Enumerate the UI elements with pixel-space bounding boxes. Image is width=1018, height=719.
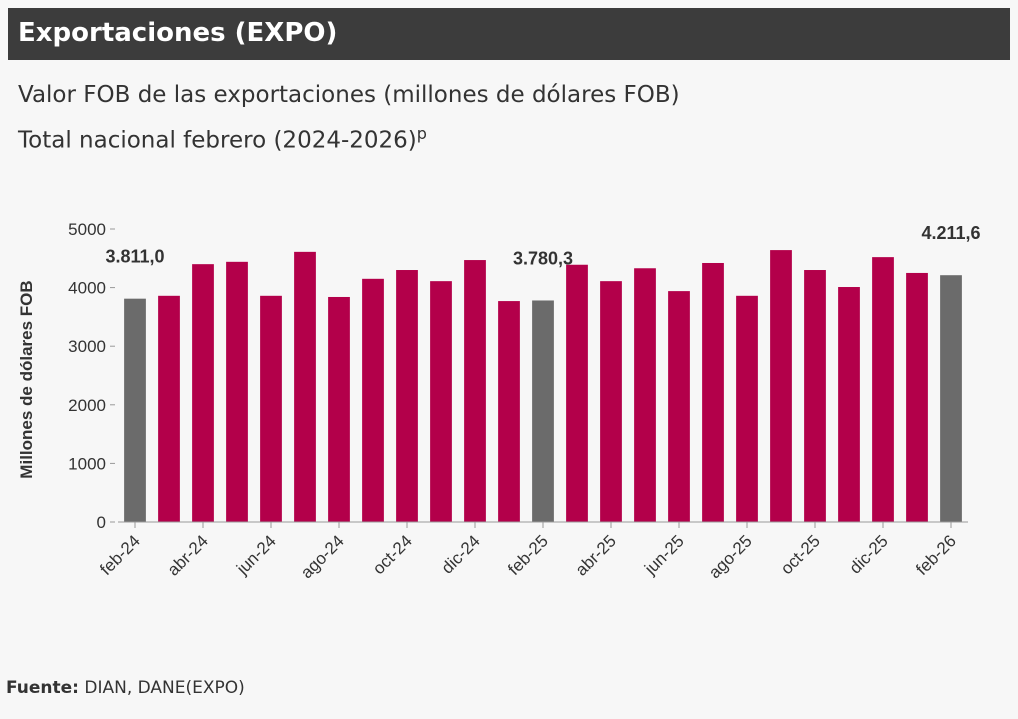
bar	[226, 261, 248, 522]
bar	[430, 281, 452, 522]
subtitle-text: Total nacional febrero (2024-2026)	[18, 127, 417, 154]
bar	[124, 298, 146, 522]
bar	[192, 264, 214, 522]
y-axis-label: Millones de dólares FOB	[17, 280, 36, 478]
header-bar: Exportaciones (EXPO)	[8, 8, 1010, 60]
x-tick-label: oct-25	[777, 531, 824, 578]
footer: Fuente: DIAN, DANE(EXPO)	[6, 678, 245, 698]
bar	[736, 295, 758, 522]
chart-title: Valor FOB de las exportaciones (millones…	[18, 82, 680, 108]
bar	[872, 257, 894, 522]
bar	[328, 296, 350, 522]
x-tick-label: ago-25	[705, 531, 756, 582]
bar	[260, 295, 282, 522]
value-label: 3.780,3	[513, 248, 573, 268]
bar	[770, 250, 792, 522]
y-tick-label: 2000	[68, 396, 106, 415]
chart: Millones de dólares FOB 0 1000 2000 3000 4000…	[17, 220, 981, 582]
y-tick-label: 3000	[68, 337, 106, 356]
x-tick-label: oct-24	[369, 531, 416, 578]
x-tick-label: feb-26	[912, 531, 960, 579]
subtitle-superscript: p	[416, 124, 427, 143]
bar	[702, 262, 724, 522]
bar	[498, 301, 520, 522]
x-tick-label: dic-24	[438, 531, 484, 577]
x-tick-label: abr-24	[164, 531, 212, 579]
bar	[600, 281, 622, 522]
source-label: Fuente:	[6, 678, 79, 698]
y-tick-label: 0	[97, 513, 106, 532]
bar	[532, 300, 554, 522]
x-tick-label: feb-25	[504, 531, 552, 579]
bar	[940, 275, 962, 522]
value-label: 4.211,6	[921, 223, 980, 243]
bar	[634, 268, 656, 522]
bar	[294, 251, 316, 522]
bar	[566, 264, 588, 522]
source: DIAN, DANE(EXPO)	[84, 678, 245, 698]
chart-subtitle: Total nacional febrero (2024-2026)p	[18, 124, 427, 154]
x-tick-label: dic-25	[846, 531, 892, 577]
bar	[396, 270, 418, 522]
bar	[804, 270, 826, 522]
header-title: Exportaciones (EXPO)	[18, 18, 338, 48]
x-tick-label: jun-25	[640, 531, 688, 579]
y-tick-label: 1000	[68, 454, 106, 473]
bar	[838, 287, 860, 522]
y-tick-label: 4000	[68, 279, 106, 298]
value-label: 3.811,0	[105, 247, 164, 267]
bar	[668, 291, 690, 522]
bar	[906, 272, 928, 522]
x-tick-label: ago-24	[297, 531, 348, 582]
x-tick-label: jun-24	[232, 531, 280, 579]
bar	[464, 260, 486, 522]
bar	[158, 295, 180, 522]
y-tick-label: 5000	[68, 220, 106, 239]
x-tick-label: feb-24	[96, 531, 144, 579]
bar	[362, 278, 384, 522]
x-tick-label: abr-25	[572, 531, 620, 579]
